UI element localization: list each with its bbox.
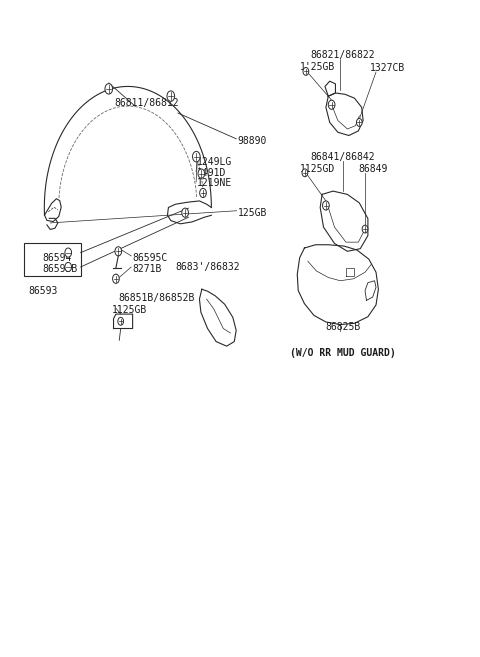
Text: 86851B/86852B: 86851B/86852B: [118, 293, 195, 303]
Text: 98890: 98890: [238, 136, 267, 146]
Circle shape: [192, 151, 200, 162]
Circle shape: [302, 169, 308, 177]
Polygon shape: [320, 191, 368, 251]
Text: 86841/86842: 86841/86842: [310, 152, 375, 162]
Polygon shape: [45, 198, 61, 221]
Circle shape: [167, 91, 175, 101]
Polygon shape: [326, 93, 363, 135]
Circle shape: [323, 201, 329, 210]
Text: 125GB: 125GB: [238, 208, 267, 217]
Text: 86593: 86593: [29, 286, 58, 296]
Circle shape: [115, 247, 121, 256]
Circle shape: [357, 118, 362, 126]
Text: 1491D: 1491D: [197, 168, 227, 178]
Text: 86811/86812: 86811/86812: [115, 98, 179, 108]
Text: 1125GD: 1125GD: [300, 164, 335, 174]
Text: 86849: 86849: [359, 164, 388, 174]
Text: 86821/86822: 86821/86822: [310, 50, 375, 60]
Text: 8683'/86832: 8683'/86832: [176, 262, 240, 272]
Circle shape: [105, 83, 113, 94]
Text: 1327CB: 1327CB: [370, 63, 406, 73]
Text: (W/O RR MUD GUARD): (W/O RR MUD GUARD): [290, 348, 396, 357]
Text: 86595B: 86595B: [42, 264, 77, 274]
Circle shape: [65, 248, 72, 257]
Circle shape: [362, 225, 368, 233]
Circle shape: [182, 208, 189, 217]
Text: 1125GB: 1125GB: [112, 306, 147, 315]
Polygon shape: [325, 81, 336, 97]
Polygon shape: [114, 314, 132, 328]
Polygon shape: [297, 245, 378, 325]
Text: 1249LG: 1249LG: [197, 156, 232, 167]
Polygon shape: [199, 289, 236, 346]
Circle shape: [113, 274, 119, 283]
Circle shape: [198, 169, 204, 178]
Circle shape: [200, 189, 206, 198]
Text: 86594: 86594: [42, 253, 72, 263]
Polygon shape: [47, 218, 58, 229]
Text: 86595C: 86595C: [132, 253, 168, 263]
Circle shape: [65, 262, 72, 271]
Text: 86825B: 86825B: [325, 321, 360, 332]
Circle shape: [328, 100, 335, 109]
Text: 8271B: 8271B: [132, 264, 162, 274]
Text: 1219NE: 1219NE: [197, 178, 232, 189]
Circle shape: [118, 317, 123, 325]
Bar: [24, 244, 81, 276]
Circle shape: [303, 68, 309, 76]
Polygon shape: [365, 281, 376, 300]
Text: 1'25GB: 1'25GB: [300, 62, 335, 72]
Polygon shape: [168, 201, 211, 224]
